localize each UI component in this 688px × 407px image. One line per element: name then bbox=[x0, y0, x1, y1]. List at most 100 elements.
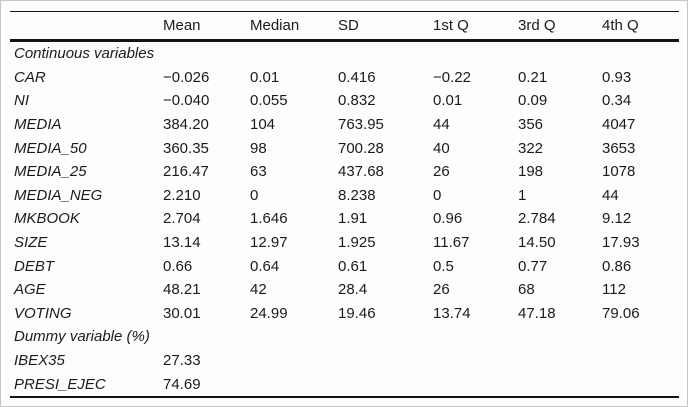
row-label: IBEX35 bbox=[14, 352, 65, 370]
row-label: MKBOOK bbox=[14, 210, 80, 228]
value-cell: 0.5 bbox=[433, 257, 454, 275]
table-row: MEDIA_50 360.35 98 700.28 40 322 3653 bbox=[10, 136, 679, 160]
header-cell-1stq: 1st Q bbox=[433, 17, 469, 34]
header-cell-sd: SD bbox=[338, 17, 359, 34]
value-cell: 0.93 bbox=[602, 68, 632, 86]
value-cell bbox=[433, 349, 518, 373]
value-cell: −0.22 bbox=[433, 68, 471, 86]
header-cell-mean: Mean bbox=[163, 17, 201, 34]
value-cell bbox=[602, 372, 679, 397]
value-cell bbox=[433, 372, 518, 397]
value-cell: 74.69 bbox=[163, 375, 201, 393]
value-cell: 216.47 bbox=[163, 163, 209, 181]
value-cell: 384.20 bbox=[163, 116, 209, 134]
value-cell: 47.18 bbox=[518, 304, 556, 322]
value-cell: 28.4 bbox=[338, 281, 368, 299]
value-cell: 48.21 bbox=[163, 281, 201, 299]
value-cell bbox=[338, 372, 433, 397]
value-cell: 98 bbox=[250, 139, 267, 157]
value-cell: 1.91 bbox=[338, 210, 368, 228]
value-cell: 1.925 bbox=[338, 234, 376, 252]
value-cell: 44 bbox=[433, 116, 450, 134]
value-cell: 0.96 bbox=[433, 210, 463, 228]
row-label: DEBT bbox=[14, 257, 55, 275]
value-cell: 8.238 bbox=[338, 186, 376, 204]
value-cell: 24.99 bbox=[250, 304, 288, 322]
value-cell: 2.784 bbox=[518, 210, 556, 228]
row-label: CAR bbox=[14, 68, 46, 86]
row-label: MEDIA_25 bbox=[14, 163, 87, 181]
row-label: AGE bbox=[14, 281, 46, 299]
row-label: MEDIA_NEG bbox=[14, 186, 103, 204]
table-row: DEBT 0.66 0.64 0.61 0.5 0.77 0.86 bbox=[10, 254, 679, 278]
value-cell: 360.35 bbox=[163, 139, 209, 157]
value-cell: 0.64 bbox=[250, 257, 280, 275]
header-cell-empty bbox=[10, 12, 163, 41]
value-cell: 356 bbox=[518, 116, 544, 134]
value-cell: 198 bbox=[518, 163, 544, 181]
table-row: MKBOOK 2.704 1.646 1.91 0.96 2.784 9.12 bbox=[10, 207, 679, 231]
value-cell bbox=[250, 372, 338, 397]
value-cell: 0.01 bbox=[250, 68, 280, 86]
value-cell: 322 bbox=[518, 139, 544, 157]
table-body: Continuous variables CAR −0.026 0.01 0.416 −0… bbox=[10, 41, 679, 397]
value-cell: 19.46 bbox=[338, 304, 376, 322]
value-cell: 0.416 bbox=[338, 68, 376, 86]
value-cell: 0.01 bbox=[433, 92, 463, 110]
value-cell: 30.01 bbox=[163, 304, 201, 322]
stats-table: Mean Median SD 1st Q 3rd Q 4th Q Continu… bbox=[10, 11, 679, 398]
value-cell: 44 bbox=[602, 186, 619, 204]
header-cell-3rdq: 3rd Q bbox=[518, 17, 556, 34]
value-cell: 0.66 bbox=[163, 257, 193, 275]
value-cell: 4047 bbox=[602, 116, 636, 134]
value-cell: 27.33 bbox=[163, 352, 201, 370]
value-cell: −0.040 bbox=[163, 92, 210, 110]
value-cell: 700.28 bbox=[338, 139, 384, 157]
row-label: PRESI_EJEC bbox=[14, 375, 106, 393]
value-cell: 0.832 bbox=[338, 92, 376, 110]
section-header: Dummy variable (%) bbox=[14, 328, 150, 346]
table-row: PRESI_EJEC 74.69 bbox=[10, 372, 679, 397]
value-cell: 2.704 bbox=[163, 210, 201, 228]
row-label: VOTING bbox=[14, 304, 72, 322]
value-cell bbox=[518, 372, 602, 397]
value-cell: 0 bbox=[433, 186, 442, 204]
value-cell: 0.21 bbox=[518, 68, 548, 86]
table-row: VOTING 30.01 24.99 19.46 13.74 47.18 79.06 bbox=[10, 302, 679, 326]
value-cell: 1 bbox=[518, 186, 527, 204]
value-cell: 14.50 bbox=[518, 234, 556, 252]
table-row: IBEX35 27.33 bbox=[10, 349, 679, 373]
row-label: MEDIA bbox=[14, 116, 62, 134]
header-row: Mean Median SD 1st Q 3rd Q 4th Q bbox=[10, 12, 679, 41]
value-cell: 0.77 bbox=[518, 257, 548, 275]
table-row: AGE 48.21 42 28.4 26 68 112 bbox=[10, 278, 679, 302]
value-cell bbox=[250, 349, 338, 373]
value-cell: 11.67 bbox=[433, 234, 470, 252]
value-cell bbox=[338, 349, 433, 373]
value-cell: 437.68 bbox=[338, 163, 384, 181]
section-header-row: Continuous variables bbox=[10, 41, 679, 66]
table-row: MEDIA_NEG 2.210 0 8.238 0 1 44 bbox=[10, 184, 679, 208]
value-cell: 2.210 bbox=[163, 186, 201, 204]
value-cell: 0.09 bbox=[518, 92, 548, 110]
value-cell: 63 bbox=[250, 163, 267, 181]
value-cell: 0.61 bbox=[338, 257, 368, 275]
row-label: MEDIA_50 bbox=[14, 139, 87, 157]
table-row: SIZE 13.14 12.97 1.925 11.67 14.50 17.93 bbox=[10, 231, 679, 255]
value-cell: 42 bbox=[250, 281, 267, 299]
value-cell: 3653 bbox=[602, 139, 636, 157]
value-cell: 68 bbox=[518, 281, 535, 299]
section-header: Continuous variables bbox=[14, 45, 155, 63]
value-cell: 12.97 bbox=[250, 234, 288, 252]
value-cell: 13.74 bbox=[433, 304, 471, 322]
value-cell: 104 bbox=[250, 116, 276, 134]
value-cell: 1.646 bbox=[250, 210, 288, 228]
value-cell: 26 bbox=[433, 163, 450, 181]
value-cell: 0 bbox=[250, 186, 259, 204]
header-cell-median: Median bbox=[250, 17, 300, 34]
value-cell: 0.34 bbox=[602, 92, 632, 110]
value-cell: 1078 bbox=[602, 163, 636, 181]
row-label: SIZE bbox=[14, 234, 48, 252]
value-cell: 9.12 bbox=[602, 210, 632, 228]
